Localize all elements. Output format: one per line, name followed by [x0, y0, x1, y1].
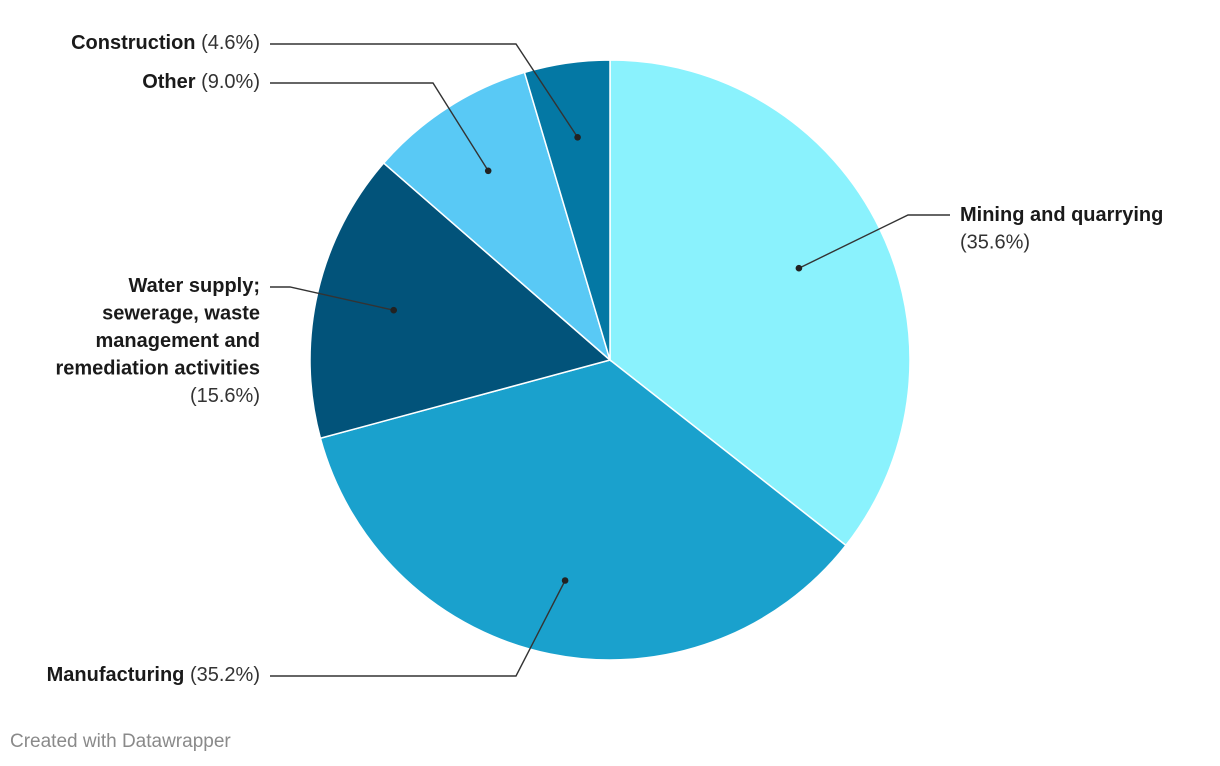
leader-line	[798, 214, 950, 269]
leader-dot	[484, 167, 492, 175]
pie-slice-manufacturing	[319, 359, 847, 661]
slice-label-construction: Construction (4.6%)	[71, 32, 260, 54]
slice-label-line: management and	[96, 330, 260, 352]
slice-percent: (35.2%)	[184, 664, 260, 686]
pie-slice-other	[382, 71, 612, 363]
slice-name: Construction	[71, 32, 195, 54]
slice-percent: (9.0%)	[196, 71, 260, 93]
leader-line	[270, 43, 579, 138]
pie-labels: Mining and quarrying (35.6%) Manufacturing…	[47, 32, 1164, 686]
leader-line	[270, 286, 394, 311]
slice-label-line: Water supply;	[129, 275, 261, 297]
slice-name: Manufacturing	[47, 664, 185, 686]
leader-dot	[390, 306, 398, 314]
slice-label-water-supply-sewerage-waste-ma: Water supply; sewerage, waste management a…	[55, 275, 260, 407]
leader-dot	[574, 134, 581, 141]
leader-dot	[795, 264, 803, 272]
slice-percent: (4.6%)	[196, 32, 260, 54]
pie-slices	[309, 59, 911, 661]
slice-name: Other	[142, 71, 196, 93]
slice-name: Mining and quarrying	[960, 204, 1163, 226]
slice-label-line: remediation activities	[55, 358, 260, 380]
credit-text: Created with Datawrapper	[10, 731, 231, 752]
slice-percent: (15.6%)	[190, 385, 260, 407]
pie-slice-construction	[523, 59, 611, 361]
leader-line	[270, 82, 489, 172]
slice-label-manufacturing: Manufacturing (35.2%)	[47, 664, 260, 686]
slice-percent: (35.6%)	[960, 232, 1030, 254]
slice-label-mining-and-quarrying: Mining and quarrying (35.6%)	[960, 204, 1163, 254]
slice-label-line: sewerage, waste	[102, 303, 260, 325]
slice-label-other: Other (9.0%)	[142, 71, 260, 93]
leader-dot	[561, 577, 569, 584]
leader-line	[270, 580, 566, 677]
